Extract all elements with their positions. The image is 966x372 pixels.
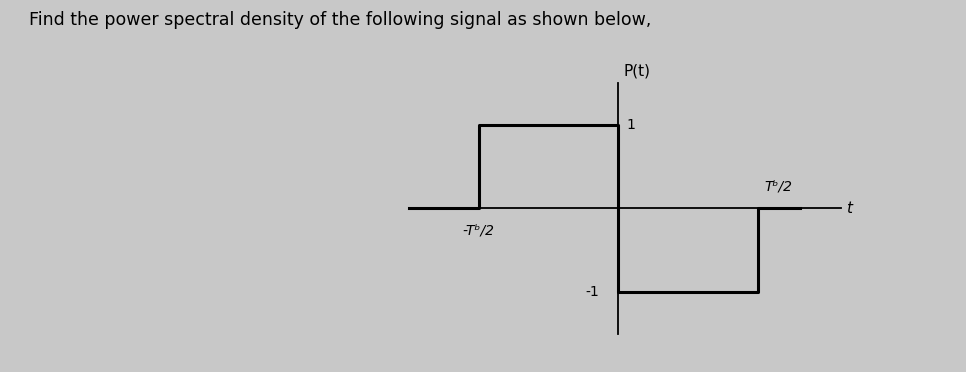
Text: -1: -1 xyxy=(585,285,599,299)
Text: -Tᵇ/2: -Tᵇ/2 xyxy=(463,223,495,237)
Text: t: t xyxy=(845,201,852,216)
Text: P(t): P(t) xyxy=(624,64,651,78)
Text: Find the power spectral density of the following signal as shown below,: Find the power spectral density of the f… xyxy=(29,11,651,29)
Text: Tᵇ/2: Tᵇ/2 xyxy=(765,179,793,193)
Text: 1: 1 xyxy=(627,118,636,132)
